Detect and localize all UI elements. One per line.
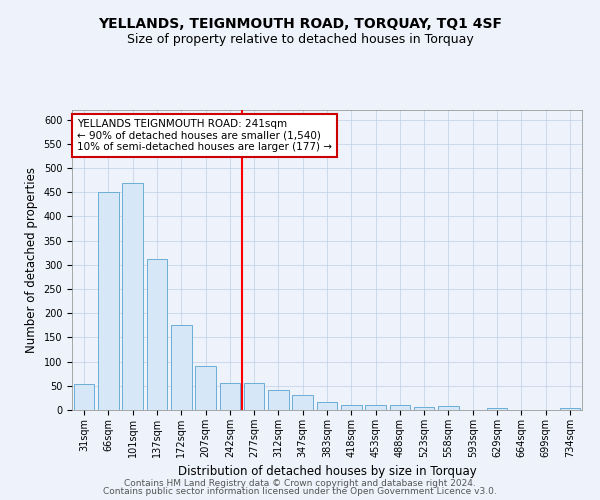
Bar	[389, 405, 410, 410]
Y-axis label: Number of detached properties: Number of detached properties	[25, 167, 38, 353]
X-axis label: Distribution of detached houses by size in Torquay: Distribution of detached houses by size …	[178, 466, 476, 478]
Bar	[171, 326, 191, 410]
Bar	[414, 407, 434, 410]
Bar	[122, 182, 143, 410]
Bar	[74, 384, 94, 410]
Bar	[317, 402, 337, 410]
Text: YELLANDS, TEIGNMOUTH ROAD, TORQUAY, TQ1 4SF: YELLANDS, TEIGNMOUTH ROAD, TORQUAY, TQ1 …	[98, 18, 502, 32]
Bar	[365, 405, 386, 410]
Bar	[220, 384, 240, 410]
Bar	[244, 384, 265, 410]
Bar	[146, 258, 167, 410]
Bar	[438, 406, 459, 410]
Text: Contains public sector information licensed under the Open Government Licence v3: Contains public sector information licen…	[103, 487, 497, 496]
Bar	[268, 390, 289, 410]
Bar	[195, 366, 216, 410]
Bar	[487, 408, 508, 410]
Bar	[292, 395, 313, 410]
Bar	[560, 408, 580, 410]
Text: Size of property relative to detached houses in Torquay: Size of property relative to detached ho…	[127, 32, 473, 46]
Text: YELLANDS TEIGNMOUTH ROAD: 241sqm
← 90% of detached houses are smaller (1,540)
10: YELLANDS TEIGNMOUTH ROAD: 241sqm ← 90% o…	[77, 119, 332, 152]
Bar	[341, 405, 362, 410]
Text: Contains HM Land Registry data © Crown copyright and database right 2024.: Contains HM Land Registry data © Crown c…	[124, 478, 476, 488]
Bar	[98, 192, 119, 410]
